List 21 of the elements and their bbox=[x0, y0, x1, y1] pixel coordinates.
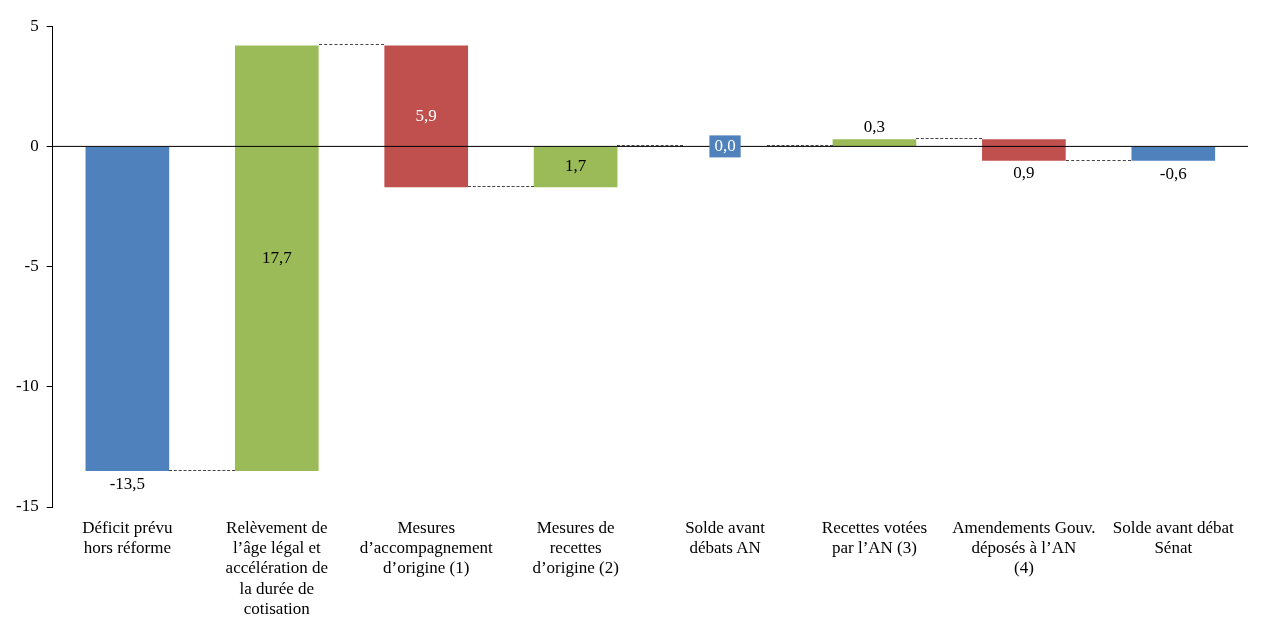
x-tick-label: Mesures de recettes d’origine (2) bbox=[532, 517, 619, 578]
x-tick-label: Amendements Gouv. déposés à l’AN (4) bbox=[952, 517, 1096, 578]
data-label: 0,9 bbox=[1013, 163, 1035, 183]
data-label: 0,0 bbox=[714, 135, 736, 155]
data-label: -13,5 bbox=[109, 474, 146, 494]
data-label: 0,3 bbox=[863, 116, 886, 136]
data-label: 1,7 bbox=[565, 156, 587, 176]
y-tick-label: -15 bbox=[15, 496, 39, 516]
y-tick-label: -5 bbox=[24, 256, 39, 276]
y-tick-label: -10 bbox=[15, 376, 39, 396]
x-tick-label: Solde avant débat Sénat bbox=[1112, 517, 1234, 558]
x-tick-label: Déficit prévu hors réforme bbox=[82, 517, 173, 558]
x-tick-label: Solde avant débats AN bbox=[685, 517, 766, 558]
x-tick-label: Mesures d’accompagnement d’origine (1) bbox=[359, 517, 494, 578]
data-label: 17,7 bbox=[261, 247, 293, 267]
y-tick-label: 5 bbox=[30, 15, 39, 35]
x-tick-label: Recettes votées par l’AN (3) bbox=[821, 517, 928, 558]
data-label: 5,9 bbox=[415, 105, 437, 125]
x-tick-label: Relèvement de l’âge légal et accélération de la durée de cotisation bbox=[225, 517, 328, 619]
data-label: -0,6 bbox=[1159, 164, 1187, 184]
y-tick-label: 0 bbox=[30, 135, 39, 155]
